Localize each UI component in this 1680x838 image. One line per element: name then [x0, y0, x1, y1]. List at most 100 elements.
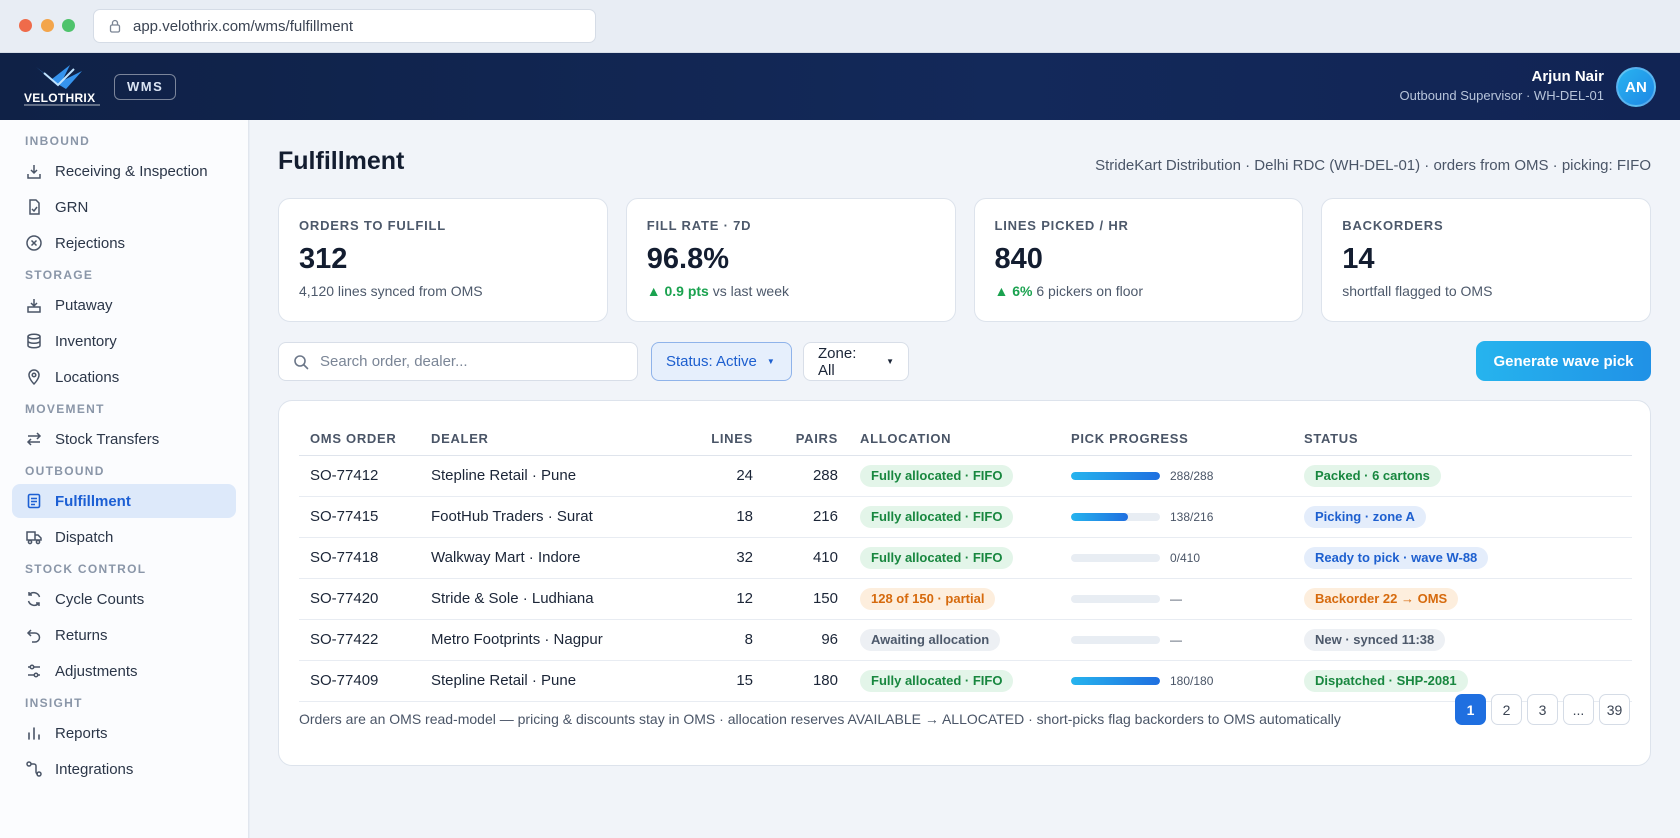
table-row[interactable]: SO-77420 Stride & Sole · Ludhiana 12 150… — [299, 578, 1632, 620]
kpi-sub: 4,120 lines synced from OMS — [299, 283, 483, 299]
velothrix-logo[interactable] — [22, 61, 102, 113]
sidebar-item-label: Reports — [55, 724, 108, 742]
column-header-order[interactable]: OMS ORDER — [299, 423, 431, 456]
sidebar-item-fulfillment[interactable]: Fulfillment — [12, 484, 236, 518]
sidebar-section-stock-control: STOCK CONTROL — [25, 562, 147, 576]
page-button-2[interactable]: 2 — [1491, 694, 1522, 725]
nodes-icon — [26, 761, 42, 777]
status-filter-dropdown[interactable]: Status: Active ▼ — [651, 342, 792, 381]
truck-icon — [26, 531, 42, 545]
minimize-window-button[interactable] — [41, 19, 54, 32]
sidebar-item-grn[interactable]: GRN — [12, 190, 236, 224]
column-header-pairs[interactable]: PAIRS — [753, 423, 838, 456]
sidebar-item-reports[interactable]: Reports — [12, 716, 236, 750]
kpi-value: 312 — [299, 243, 348, 275]
table-row[interactable]: SO-77418 Walkway Mart · Indore 32 410 Fu… — [299, 537, 1632, 579]
sidebar-item-label: Fulfillment — [55, 492, 131, 510]
lines-count: 24 — [671, 455, 753, 497]
pick-progress-cell: 0/410 — [1071, 537, 1304, 579]
column-header-lines[interactable]: LINES — [671, 423, 753, 456]
progress-bar — [1071, 676, 1160, 685]
progress-bar — [1071, 471, 1160, 480]
pagination-ellipsis[interactable]: ... — [1563, 694, 1594, 725]
allocation-badge: Fully allocated · FIFO — [860, 669, 1014, 692]
sliders-icon — [28, 664, 40, 678]
zone-filter-dropdown[interactable]: Zone: All ▼ — [803, 342, 909, 381]
status-badge: Ready to pick · wave W-88 — [1304, 546, 1489, 569]
table-row[interactable]: SO-77412 Stepline Retail · Pune 24 288 F… — [299, 455, 1632, 497]
brand-name: VELOTHRIX — [24, 91, 96, 105]
sidebar-item-cycle-counts[interactable]: Cycle Counts — [12, 582, 236, 616]
pairs-count: 150 — [753, 578, 838, 620]
sidebar-item-putaway[interactable]: Putaway — [12, 288, 236, 322]
inbox-download-icon — [27, 165, 41, 179]
pairs-count: 216 — [753, 496, 838, 538]
kpi-card-lines-picked: LINES PICKED / HR 840 ▲ 6% 6 pickers on … — [973, 198, 1304, 322]
allocation-cell: 128 of 150 · partial — [838, 578, 1071, 620]
circle-x-icon — [26, 235, 42, 251]
page-button-39[interactable]: 39 — [1599, 694, 1630, 725]
table-row[interactable]: SO-77409 Stepline Retail · Pune 15 180 F… — [299, 660, 1632, 702]
user-info[interactable]: Arjun Nair Outbound Supervisor · WH-DEL-… — [1400, 68, 1604, 103]
order-id[interactable]: SO-77418 — [299, 537, 431, 579]
order-id[interactable]: SO-77412 — [299, 455, 431, 497]
sidebar-item-receiving-inspection[interactable]: Receiving & Inspection — [12, 154, 236, 188]
sidebar: INBOUND Receiving & Inspection GRN Rejectio… — [0, 120, 249, 838]
allocation-cell: Fully allocated · FIFO — [838, 455, 1071, 497]
kpi-card-fill-rate: FILL RATE · 7D 96.8% ▲ 0.9 pts vs last w… — [625, 198, 956, 322]
chevron-down-icon: ▼ — [886, 357, 894, 366]
table-row[interactable]: SO-77415 FootHub Traders · Surat 18 216 … — [299, 496, 1632, 538]
document-check-icon — [29, 199, 40, 215]
page-button-1[interactable]: 1 — [1455, 694, 1486, 725]
page-button-3[interactable]: 3 — [1527, 694, 1558, 725]
search-placeholder: Search order, dealer... — [320, 353, 468, 370]
status-badge: New · synced 11:38 — [1304, 628, 1446, 651]
kpi-label: LINES PICKED / HR — [994, 218, 1129, 233]
sidebar-item-locations[interactable]: Locations — [12, 360, 236, 394]
order-id[interactable]: SO-77420 — [299, 578, 431, 620]
status-cell: Backorder 22 → OMS — [1304, 578, 1632, 620]
kpi-sub: ▲ 0.9 pts vs last week — [647, 283, 935, 299]
sidebar-item-stock-transfers[interactable]: Stock Transfers — [12, 422, 236, 456]
chevron-down-icon: ▼ — [766, 357, 775, 366]
sidebar-item-adjustments[interactable]: Adjustments — [12, 654, 236, 688]
orders-table-card: OMS ORDER DEALER LINES PAIRS ALLOCATION … — [278, 400, 1651, 766]
kpi-value: 96.8% — [646, 243, 729, 275]
search-input[interactable]: Search order, dealer... — [278, 342, 638, 381]
sidebar-item-rejections[interactable]: Rejections — [12, 226, 236, 260]
progress-text: 288/288 — [1170, 468, 1214, 483]
page-context: StrideKart Distribution · Delhi RDC (WH-… — [1095, 157, 1651, 174]
order-id[interactable]: SO-77422 — [299, 619, 431, 661]
maximize-window-button[interactable] — [62, 19, 75, 32]
dealer-name: Metro Footprints · Nagpur — [431, 619, 671, 661]
progress-bar — [1071, 594, 1160, 603]
allocation-cell: Fully allocated · FIFO — [838, 537, 1071, 579]
lines-count: 12 — [671, 578, 753, 620]
table-row[interactable]: SO-77422 Metro Footprints · Nagpur 8 96 … — [299, 619, 1632, 661]
dealer-name: Stepline Retail · Pune — [431, 660, 671, 702]
bar-chart-icon — [28, 727, 40, 740]
module-badge: WMS — [114, 74, 177, 100]
kpi-card-orders: ORDERS TO FULFILL 312 4,120 lines synced… — [278, 198, 608, 322]
kpi-sub-text: vs last week — [708, 283, 789, 299]
order-id[interactable]: SO-77415 — [299, 496, 431, 538]
order-id[interactable]: SO-77409 — [299, 660, 431, 702]
kpi-label: FILL RATE · 7D — [646, 218, 752, 233]
pairs-count: 288 — [753, 455, 838, 497]
generate-wave-pick-button[interactable]: Generate wave pick — [1476, 341, 1651, 381]
close-window-button[interactable] — [19, 19, 32, 32]
search-icon — [294, 354, 309, 369]
lines-count: 15 — [671, 660, 753, 702]
avatar[interactable]: AN — [1616, 67, 1656, 107]
sidebar-item-returns[interactable]: Returns — [12, 618, 236, 652]
sidebar-item-integrations[interactable]: Integrations — [12, 752, 236, 786]
column-header-pick-progress[interactable]: PICK PROGRESS — [1071, 423, 1304, 456]
sidebar-item-dispatch[interactable]: Dispatch — [12, 520, 236, 554]
column-header-status[interactable]: STATUS — [1304, 423, 1632, 456]
sidebar-item-inventory[interactable]: Inventory — [12, 324, 236, 358]
address-bar[interactable]: app.velothrix.com/wms/fulfillment — [93, 9, 596, 43]
column-header-allocation[interactable]: ALLOCATION — [838, 423, 1071, 456]
kpi-delta: ▲ 6% — [994, 283, 1033, 299]
column-header-dealer[interactable]: DEALER — [431, 423, 671, 456]
allocation-badge: 128 of 150 · partial — [860, 587, 996, 610]
